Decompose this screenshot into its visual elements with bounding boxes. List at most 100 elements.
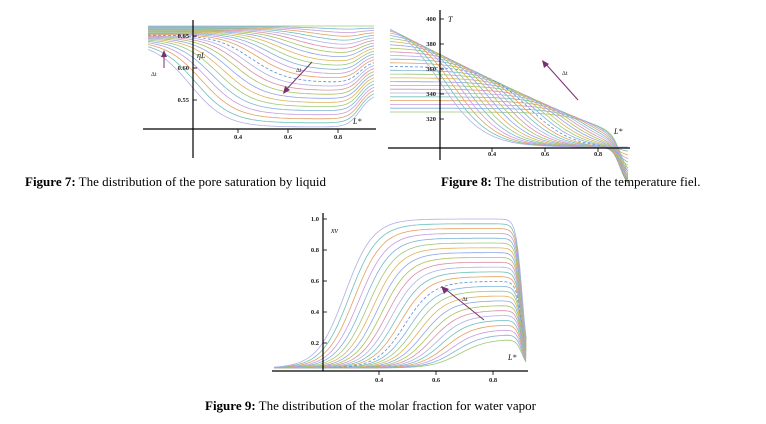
figure-9-curve — [273, 223, 527, 368]
figure-8-curve — [390, 92, 629, 181]
figure-9-y-tick: 1.0 — [311, 216, 319, 223]
figure-7-curve — [148, 28, 375, 45]
figure-7-curve — [147, 39, 375, 107]
figure-8-curve — [390, 66, 629, 182]
figure-7-x-label: L* — [352, 117, 361, 126]
figure-7-x-tick: 0.8 — [334, 134, 343, 141]
figure-9-y-label: xv — [330, 226, 339, 235]
figure-9-curves — [273, 218, 527, 369]
figure-8-y-tick: 380 — [426, 41, 436, 48]
figure-9-caption-label: Figure 9: — [205, 398, 256, 413]
figure-7-delta-t-arrow — [283, 61, 313, 93]
figure-7-caption: Figure 7: The distribution of the pore s… — [25, 174, 326, 189]
figure-7-curve — [148, 27, 375, 37]
figure-7-curve — [147, 38, 375, 103]
figure-7-curve — [148, 36, 375, 91]
figure-9-y-tick: 0.2 — [311, 340, 319, 347]
figure-7-caption-label: Figure 7: — [25, 174, 76, 189]
figure-7-curve — [147, 49, 375, 128]
figure-8-curve — [390, 69, 629, 183]
figure-9-x-tick: 0.8 — [489, 377, 498, 384]
figure-9-caption: Figure 9: The distribution of the molar … — [205, 398, 536, 413]
figure-9-delta-t-label: Δt — [462, 297, 468, 303]
figure-7-delta-t-label-left: Δt — [151, 72, 157, 78]
figure-8-curve — [390, 104, 629, 175]
figure-8-y-tick: 400 — [426, 16, 436, 23]
figure-9-plot: 1.0 0.8 0.6 0.4 0.2 0.4 0.6 0.8 xv L* Δt — [272, 213, 528, 384]
figure-7-curve — [147, 44, 375, 120]
figure-9-curve — [273, 237, 527, 369]
figure-7-y-label: ηL — [197, 51, 206, 60]
figure-8-x-tick: 0.4 — [488, 151, 497, 158]
figure-7-curve — [148, 35, 375, 87]
figure-8-x-tick: 0.6 — [541, 151, 550, 158]
figure-9-y-tick: 0.6 — [311, 278, 320, 285]
figure-8-plot: 400 380 360 340 320 0.4 0.6 0.8 T L* Δt — [388, 10, 630, 184]
figure-8-caption: Figure 8: The distribution of the temper… — [441, 174, 700, 189]
figure-7-y-tick: 0.65 — [178, 33, 190, 40]
figure-8-curve — [390, 85, 629, 183]
figure-8-curve — [390, 73, 629, 184]
figure-7-curve — [147, 36, 375, 95]
figure-9-curve — [273, 233, 527, 369]
figure-7-curve — [148, 28, 375, 41]
figure-7-curve — [147, 37, 375, 99]
figure-8-curve — [390, 107, 629, 172]
figure-9-curve — [274, 242, 527, 369]
figure-9-x-label: L* — [507, 353, 516, 362]
figure-7-y-tick: 0.55 — [178, 97, 190, 104]
figure-8-curve — [389, 55, 629, 178]
figure-9-y-tick: 0.8 — [311, 247, 320, 254]
figure-9-caption-text: The distribution of the molar fraction f… — [255, 398, 536, 413]
figure-7-delta-t-label: Δt — [296, 68, 302, 74]
figure-8-curve — [390, 96, 629, 179]
figure-7-curves — [147, 25, 375, 128]
figure-7-curve — [148, 26, 375, 33]
figure-8-caption-text: The distribution of the temperature fiel… — [491, 174, 701, 189]
figure-7-curve — [148, 34, 375, 83]
figure-8-delta-t-label: Δt — [562, 71, 568, 77]
figure-9-curve — [274, 276, 527, 369]
figure-7-curve — [148, 32, 375, 70]
figure-9-curve — [273, 218, 527, 368]
figure-7-caption-text: The distribution of the pore saturation … — [75, 174, 327, 189]
figure-8-caption-label: Figure 8: — [441, 174, 492, 189]
figure-7-x-tick: 0.4 — [234, 134, 243, 141]
figure-7-curve — [148, 31, 375, 62]
figure-8-y-tick: 320 — [426, 116, 436, 123]
figure-8-curve — [390, 62, 629, 181]
figure-7-curve — [148, 34, 375, 78]
figure-8-delta-t-arrow — [543, 61, 579, 101]
figure-8-y-tick: 360 — [426, 66, 436, 73]
figure-7-curve — [148, 29, 375, 49]
figure-8-curve — [389, 28, 628, 148]
figure-7-curve — [147, 33, 375, 74]
figure-7-curve — [147, 42, 375, 116]
figure-7-curve — [148, 30, 375, 57]
figure-8-curve — [390, 88, 629, 182]
figure-9-x-tick: 0.4 — [375, 377, 384, 384]
figure-7-curve — [148, 26, 374, 30]
figure-9-curve — [274, 228, 527, 368]
figure-8-y-label: T — [448, 15, 453, 24]
figure-8-curves — [389, 28, 629, 184]
figure-9-x-tick: 0.6 — [432, 377, 441, 384]
figure-7-y-tick: 0.60 — [178, 65, 189, 72]
figure-9-delta-t-arrow — [443, 287, 485, 321]
figure-7-curve — [147, 46, 375, 124]
figure-7-x-tick: 0.6 — [284, 134, 293, 141]
figure-7-curve — [148, 32, 375, 66]
figure-9-curve — [274, 252, 527, 369]
figure-8-curve — [390, 100, 629, 177]
figure-7-curve — [147, 41, 375, 111]
figure-7-curve — [148, 30, 375, 53]
figure-9-y-tick: 0.4 — [311, 309, 320, 316]
figure-9-curve — [274, 290, 527, 369]
figure-7-plot: 0.65 0.60 0.55 0.4 0.6 0.8 ηL L* Δt Δt — [143, 20, 376, 158]
figure-9-curve — [274, 329, 527, 369]
figure-8-x-label: L* — [613, 127, 622, 136]
figure-8-x-tick: 0.8 — [594, 151, 603, 158]
figure-8-y-tick: 340 — [426, 91, 436, 98]
figure-9-curve — [274, 247, 527, 369]
